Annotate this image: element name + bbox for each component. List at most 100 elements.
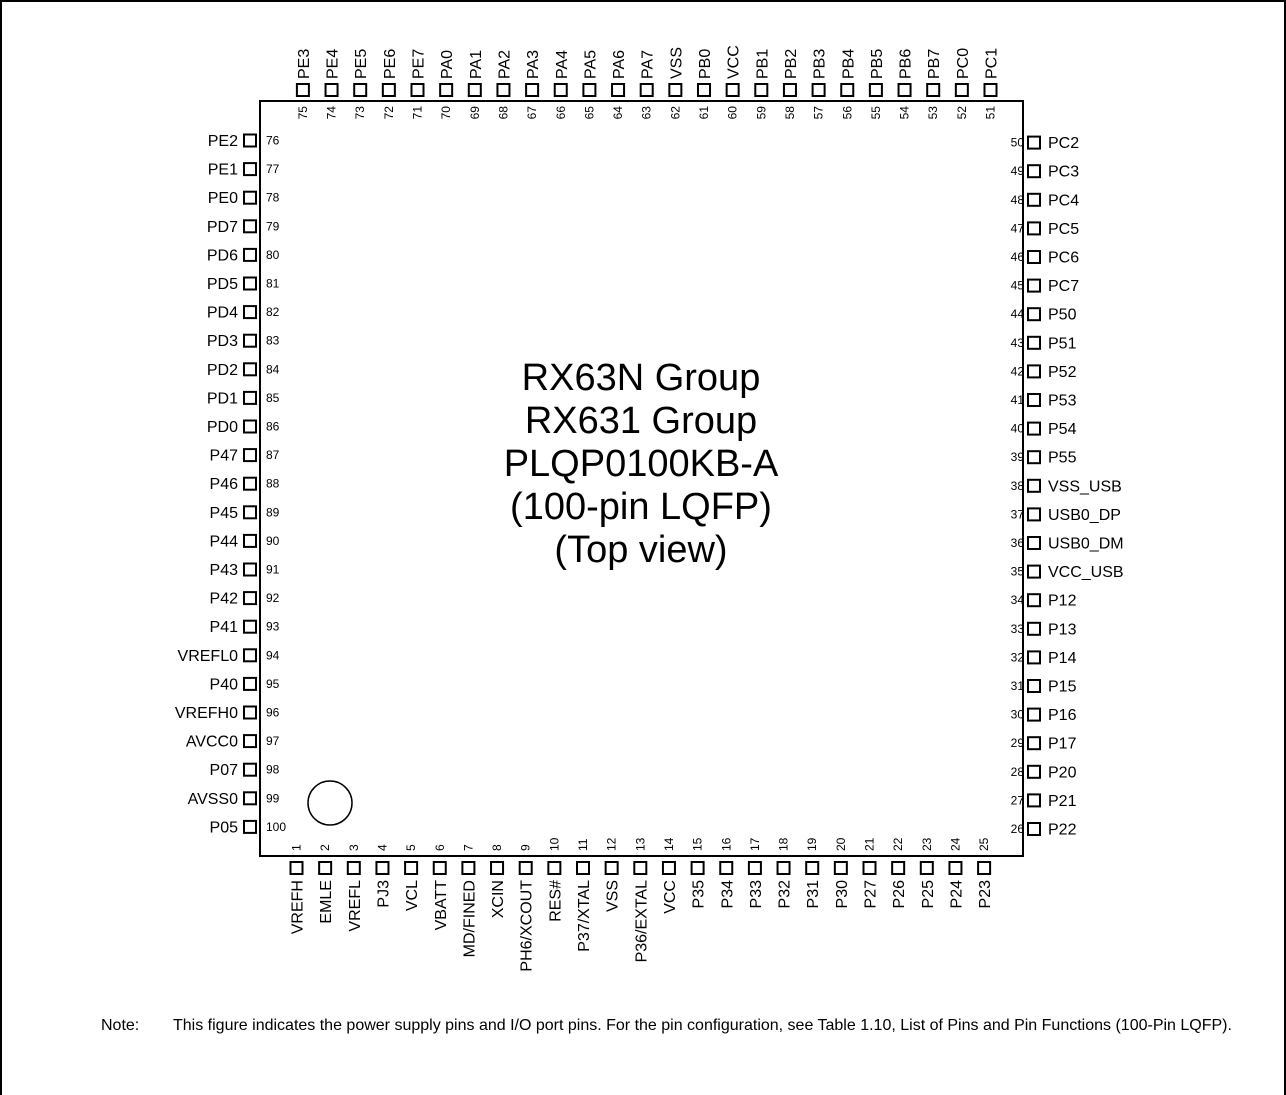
pin-box bbox=[243, 562, 257, 577]
pin-name-label: AVSS0 bbox=[188, 791, 239, 808]
pin-box bbox=[862, 861, 877, 875]
pin-name-label: PH6/XCOUT bbox=[519, 880, 536, 972]
pin-box bbox=[243, 734, 257, 749]
pin-number-label: 54 bbox=[898, 106, 912, 120]
pin-name-label: VCC bbox=[726, 45, 743, 79]
pin-box bbox=[1027, 736, 1041, 751]
pin-number-label: 81 bbox=[266, 277, 280, 291]
pin-box bbox=[1027, 135, 1041, 150]
pin-name-label: PE1 bbox=[208, 162, 238, 179]
pin-name-label: P43 bbox=[210, 562, 239, 579]
pin-box bbox=[1027, 307, 1041, 322]
pin-name-label: P44 bbox=[210, 533, 239, 550]
pin-name-label: RES# bbox=[547, 880, 564, 922]
pin-number-label: 1 bbox=[290, 844, 304, 851]
pin-name-label: P24 bbox=[948, 880, 965, 909]
pin-box bbox=[747, 861, 762, 875]
pin1-marker-circle bbox=[307, 780, 353, 826]
pin-name-label: P52 bbox=[1048, 364, 1077, 381]
pin-name-label: P34 bbox=[719, 880, 736, 909]
pin-number-label: 95 bbox=[266, 677, 280, 691]
pin-name-label: P32 bbox=[777, 880, 794, 909]
pin-name-label: PC7 bbox=[1048, 278, 1079, 295]
pin-box bbox=[919, 861, 934, 875]
pin-name-label: P17 bbox=[1048, 736, 1077, 753]
pin-box bbox=[1027, 822, 1041, 836]
pin-box bbox=[948, 861, 963, 875]
pin-box bbox=[604, 861, 619, 875]
pin-name-label: P42 bbox=[210, 591, 239, 608]
pin-name-label: PC6 bbox=[1048, 250, 1079, 267]
pin-name-label: PA1 bbox=[468, 50, 485, 79]
pin-box bbox=[776, 861, 791, 875]
pin-box bbox=[1027, 450, 1041, 465]
pin-name-label: P13 bbox=[1048, 621, 1077, 638]
pin-box bbox=[1027, 250, 1041, 264]
pin-box bbox=[633, 861, 648, 875]
pin-number-label: 93 bbox=[266, 620, 280, 634]
pin-box bbox=[467, 83, 482, 97]
pin-number-label: 65 bbox=[582, 106, 596, 120]
pin-number-label: 64 bbox=[611, 106, 625, 120]
pin-number-label: 100 bbox=[266, 820, 286, 834]
pin-box bbox=[1027, 536, 1041, 550]
pin-number-label: 60 bbox=[726, 106, 740, 120]
pin-number-label: 79 bbox=[266, 219, 280, 233]
pin-box bbox=[243, 791, 257, 806]
pin-number-label: 22 bbox=[891, 837, 905, 851]
note-text: This figure indicates the power supply p… bbox=[173, 1017, 1232, 1034]
pin-name-label: P21 bbox=[1048, 793, 1077, 810]
pin-box bbox=[243, 619, 257, 634]
pin-name-label: P51 bbox=[1048, 335, 1077, 352]
pin-name-label: USB0_DM bbox=[1048, 536, 1124, 553]
pin-box bbox=[1027, 278, 1041, 293]
pin-box bbox=[1027, 564, 1041, 579]
pin-name-label: P05 bbox=[210, 819, 239, 836]
pin-name-label: VCL bbox=[404, 880, 421, 911]
pin-box bbox=[243, 276, 257, 291]
pin-number-label: 42 bbox=[1011, 364, 1025, 378]
pin-box bbox=[891, 861, 906, 875]
pin-name-label: PE4 bbox=[325, 49, 342, 79]
pin-name-label: VREFL bbox=[347, 880, 364, 932]
pin-number-label: 72 bbox=[382, 106, 396, 120]
pin-box bbox=[243, 819, 257, 834]
pin-name-label: P36/EXTAL bbox=[633, 880, 650, 963]
pin-box bbox=[926, 83, 941, 97]
pin-box bbox=[1027, 593, 1041, 608]
pin-name-label: PB4 bbox=[840, 49, 857, 79]
pin-box bbox=[243, 362, 257, 377]
pin-number-label: 14 bbox=[662, 837, 676, 851]
pin-box bbox=[1027, 507, 1041, 522]
pin-box bbox=[410, 83, 425, 97]
pin-box bbox=[243, 247, 257, 262]
pin-box bbox=[1027, 421, 1041, 436]
pin-name-label: PA4 bbox=[554, 50, 571, 79]
pin-name-label: P53 bbox=[1048, 393, 1077, 410]
pin-box bbox=[461, 861, 476, 875]
pin-box bbox=[243, 133, 257, 148]
pin-name-label: PD4 bbox=[207, 305, 238, 322]
pin-name-label: PE2 bbox=[208, 133, 238, 150]
pin-box bbox=[782, 83, 797, 97]
pin-name-label: PB1 bbox=[754, 49, 771, 79]
pin-name-label: PE3 bbox=[296, 49, 313, 79]
pin-number-label: 92 bbox=[266, 591, 280, 605]
pin-name-label: AVCC0 bbox=[186, 734, 238, 751]
pin-number-label: 11 bbox=[576, 838, 590, 851]
pin-name-label: VSS bbox=[605, 880, 622, 912]
pin-name-label: PA0 bbox=[439, 50, 456, 79]
pin-name-label: PA6 bbox=[611, 50, 628, 79]
pin-box bbox=[639, 83, 654, 97]
pin-box bbox=[811, 83, 826, 97]
pin-number-label: 55 bbox=[869, 106, 883, 120]
pin-number-label: 53 bbox=[926, 106, 940, 120]
pin-number-label: 85 bbox=[266, 391, 280, 405]
pin-number-label: 17 bbox=[748, 837, 762, 851]
chip-title-line: RX63N Group bbox=[522, 357, 761, 399]
pin-number-label: 20 bbox=[834, 837, 848, 851]
pin-name-label: PE7 bbox=[411, 49, 428, 79]
pin-box bbox=[295, 83, 310, 97]
pin-box bbox=[525, 83, 540, 97]
